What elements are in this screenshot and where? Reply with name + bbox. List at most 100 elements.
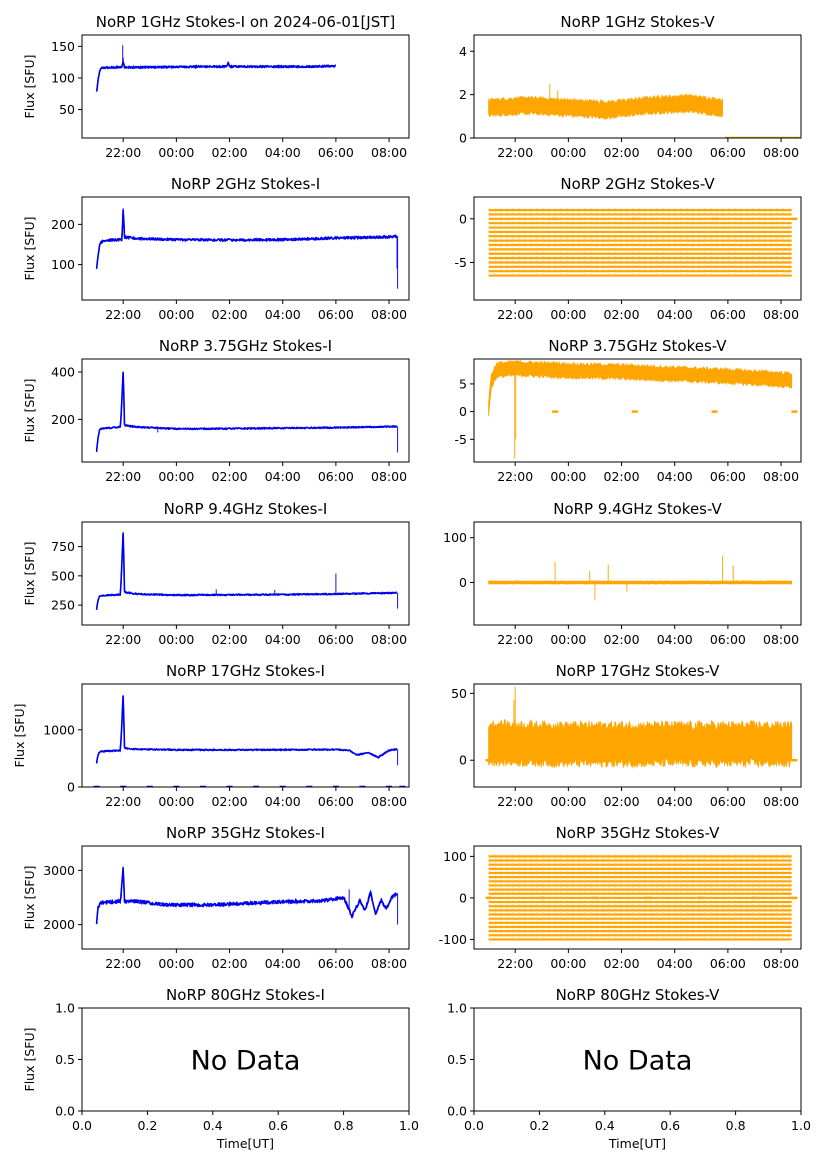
panel-6: NoRP 3.75GHz Stokes-V -5 0 5 22:00 00:00 02:00…	[455, 337, 802, 484]
plot-area	[485, 686, 798, 769]
xtick-label: 02:00	[212, 145, 248, 160]
xtick-label: 04:00	[265, 632, 301, 647]
xtick-label: 08:00	[763, 794, 799, 809]
ytick-label: 1.0	[55, 1001, 75, 1016]
ytick-label: 1.0	[447, 1001, 467, 1016]
xtick-label: 0.8	[726, 1118, 746, 1133]
plot-area	[95, 208, 399, 289]
xtick-label: 08:00	[763, 469, 799, 484]
xtick-label: 22:00	[105, 794, 141, 809]
axes-frame	[473, 196, 802, 301]
panel-title: NoRP 3.75GHz Stokes-I	[159, 337, 332, 355]
xtick-label: 02:00	[604, 145, 640, 160]
xtick-label: 0.2	[529, 1118, 549, 1133]
xtick-label: 06:00	[710, 307, 746, 322]
xtick-label: 00:00	[158, 794, 194, 809]
ytick-label: 400	[51, 365, 75, 380]
xtick-label: 06:00	[318, 632, 354, 647]
xtick-label: 08:00	[371, 632, 407, 647]
plot-area	[488, 359, 798, 459]
panel-4: NoRP 2GHz Stokes-V -5 0 22:00 00:00 02:00 04:0…	[455, 175, 802, 322]
xtick-label: 06:00	[710, 469, 746, 484]
ytick-label: 750	[51, 539, 75, 554]
xtick-label: 02:00	[212, 632, 248, 647]
noise-band	[488, 359, 793, 417]
ytick-label: 50	[59, 102, 75, 117]
series-line	[95, 695, 398, 764]
xtick-label: 00:00	[550, 145, 586, 160]
xtick-label: 00:00	[158, 469, 194, 484]
xtick-label: 22:00	[497, 794, 533, 809]
xtick-label: 1.0	[399, 1118, 419, 1133]
xtick-label: 22:00	[497, 632, 533, 647]
axes-frame	[81, 196, 410, 301]
xtick-label: 00:00	[550, 794, 586, 809]
ytick-label: 200	[51, 412, 75, 427]
xtick-label: 06:00	[710, 632, 746, 647]
xtick-label: 0.8	[334, 1118, 354, 1133]
x-axis-label: Time[UT]	[216, 1136, 274, 1151]
ytick-label: -5	[455, 432, 467, 447]
series-line-noise	[96, 371, 398, 453]
xtick-label: 0.4	[203, 1118, 223, 1133]
ytick-label: 250	[51, 598, 75, 613]
plot-area	[488, 207, 798, 277]
xtick-label: 02:00	[604, 632, 640, 647]
series-stokes-i	[95, 371, 399, 453]
ytick-label: 0	[67, 780, 75, 795]
series-line-noise	[96, 60, 337, 92]
series-stokes-i	[95, 45, 337, 92]
panel-8: NoRP 9.4GHz Stokes-V 0 100 22:00 00:00 02:00 0…	[443, 500, 802, 647]
xtick-label: 04:00	[265, 145, 301, 160]
xtick-label: 22:00	[105, 307, 141, 322]
panel-title: NoRP 80GHz Stokes-V	[556, 986, 721, 1004]
xtick-label: 04:00	[657, 794, 693, 809]
xtick-label: 22:00	[105, 469, 141, 484]
panel-2: NoRP 1GHz Stokes-V 0 2 4 22:00 00:00 02:00 04:0…	[459, 13, 802, 160]
xtick-label: 04:00	[265, 956, 301, 971]
ytick-label: -5	[455, 255, 467, 270]
ytick-label: 100	[443, 530, 467, 545]
ytick-label: 100	[51, 70, 75, 85]
plot-area	[95, 866, 399, 925]
plot-area	[95, 371, 399, 453]
panel-1: NoRP 1GHz Stokes-I on 2024-06-01[JST] 50 1…	[22, 13, 410, 160]
xtick-label: 00:00	[550, 956, 586, 971]
xtick-label: 06:00	[318, 145, 354, 160]
panel-5: NoRP 3.75GHz Stokes-I 200 400 22:00 00:00 02:…	[22, 337, 410, 484]
series-stokes-i	[95, 532, 399, 610]
xtick-label: 08:00	[371, 145, 407, 160]
axes-frame	[81, 358, 410, 463]
series-line	[95, 371, 398, 452]
panel-title: NoRP 3.75GHz Stokes-V	[548, 337, 727, 355]
xtick-label: 06:00	[710, 956, 746, 971]
xtick-label: 22:00	[497, 469, 533, 484]
series-stokes-v	[488, 83, 800, 138]
ytick-label: 150	[51, 39, 75, 54]
xtick-label: 00:00	[550, 469, 586, 484]
axes-frame	[473, 34, 802, 139]
panel-title: NoRP 17GHz Stokes-V	[556, 662, 721, 680]
xtick-label: 06:00	[710, 145, 746, 160]
series-line-noise	[96, 866, 398, 925]
axes-frame	[81, 845, 410, 950]
xtick-label: 08:00	[763, 632, 799, 647]
series-stokes-i	[95, 866, 399, 925]
noise-band	[488, 92, 723, 121]
ytick-label: 0	[459, 211, 467, 226]
ytick-label: 3000	[43, 863, 75, 878]
xtick-label: 02:00	[604, 956, 640, 971]
panel-14: NoRP 80GHz Stokes-V 0.0 0.5 1.0 0.0 0.2 0.4 0.6…	[447, 986, 811, 1151]
xtick-label: 0.6	[660, 1118, 680, 1133]
series-line-noise	[96, 211, 398, 269]
xtick-label: 00:00	[158, 632, 194, 647]
panel-13: NoRP 80GHz Stokes-I 0.0 0.5 1.0 0.0 0.2 0.4 0.6…	[22, 986, 419, 1151]
series-line-noise	[96, 533, 398, 610]
panel-7: NoRP 9.4GHz Stokes-I 250 500 750 22:00 00:00 0…	[22, 500, 410, 647]
xtick-label: 0.0	[464, 1118, 484, 1133]
ytick-label: 50	[451, 686, 467, 701]
y-axis-label: Flux [SFU]	[22, 866, 37, 930]
ytick-label: 0	[459, 575, 467, 590]
xtick-label: 00:00	[158, 145, 194, 160]
